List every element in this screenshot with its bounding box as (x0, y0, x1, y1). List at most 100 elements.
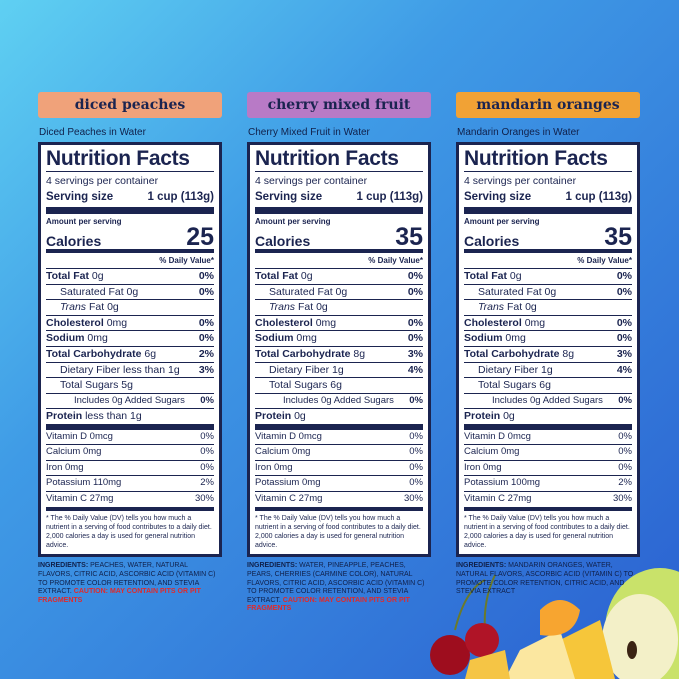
nutrient-name: Fat (506, 301, 523, 314)
nutrient-row: Total Carbohydrate 8g 3% (255, 345, 423, 362)
nutrient-name: Total Sugars (478, 379, 537, 392)
servings-per-container: 4 servings per container (464, 175, 577, 187)
daily-value-header: % Daily Value* (368, 256, 423, 265)
vitamin-row: Vitamin D 0mcg 0% (464, 430, 632, 445)
vitamin-dv: 0% (200, 430, 214, 442)
servings-per-container: 4 servings per container (255, 175, 368, 187)
nutrient-dv: 0% (198, 285, 214, 298)
vitamin-row: Iron 0mg 0% (46, 459, 214, 476)
serving-size-label: Serving size (255, 191, 323, 203)
nutrient: Total Fat 0g (255, 269, 313, 284)
nutrient-amount: 6g (539, 379, 551, 392)
vitamin-dv: 0% (200, 446, 214, 458)
vitamin: Calcium 0mg (255, 445, 310, 460)
nutrient-dv: 0% (198, 270, 214, 282)
nutrient: Trans Fat 0g (269, 300, 328, 315)
vitamin-name: Potassium (255, 477, 300, 489)
product-subtitle: Diced Peaches in Water (39, 127, 146, 138)
nutrient-amount: 6g (144, 347, 157, 360)
vitamin-amount: 27mg (507, 492, 532, 504)
nutrient: Total Sugars 5g (60, 378, 133, 393)
nutrient-row: Includes 0g Added Sugars 0% (255, 392, 423, 409)
nutrient: Protein less than 1g (46, 409, 142, 424)
nutrient-amount: 0g (335, 285, 348, 298)
label-title: Nutrition Facts (255, 147, 423, 172)
serving-size-value: 1 cup (113g) (356, 191, 423, 203)
nutrient-name: Protein (255, 410, 292, 423)
nutrient-amount: 0mg (505, 332, 526, 345)
nutrient-dv: 0% (616, 316, 632, 329)
amount-per-serving: Amount per serving (255, 217, 331, 226)
serving-size-label: Serving size (464, 191, 532, 203)
calories-label: Calories (46, 233, 102, 249)
nutrient-amount: 8g (353, 347, 366, 360)
nutrient-name: Sodium (46, 332, 85, 345)
vitamin-name: Iron (255, 461, 272, 473)
nutrient-amount: 0mg (296, 332, 317, 345)
nutrient-name: Fat (297, 301, 314, 314)
nutrient-row: Saturated Fat 0g 0% (255, 283, 423, 300)
nutrient-name: Total Carbohydrate (255, 347, 351, 360)
nutrient-amount: 0g (544, 285, 557, 298)
vitamin-amount: 0mg (483, 461, 502, 473)
ingredients-label: INGREDIENTS: (456, 562, 507, 570)
nutrient-row: Cholesterol 0mg 0% (464, 314, 632, 331)
nutrient-amount: 0mg (106, 316, 128, 329)
nutrient-row: Total Fat 0g 0% (46, 268, 214, 284)
nutrient: Total Fat 0g (464, 269, 522, 284)
nutrient-dv: 0% (198, 316, 214, 329)
vitamin-dv: 30% (403, 492, 423, 504)
nutrient: Includes 0g Added Sugars (492, 394, 603, 409)
product-badge: mandarin oranges (456, 92, 640, 118)
nutrient-row: Total Fat 0g 0% (464, 268, 632, 284)
nutrient: Dietary Fiber less than 1g (60, 363, 180, 378)
nutrient: Trans Fat 0g (60, 300, 119, 315)
ingredients: INGREDIENTS: WATER, PINEAPPLE, PEACHES, … (247, 562, 431, 614)
nutrient-amount: 6g (330, 379, 342, 392)
vitamins: Vitamin D 0mcg 0% Calcium 0mg 0% Iron 0mg 0% P… (255, 430, 423, 507)
vitamin-amount: 0mcg (298, 430, 322, 442)
nutrient-amount: 5g (121, 379, 133, 392)
nutrient-name: Dietary Fiber (60, 363, 121, 376)
peach (540, 600, 580, 636)
nutrition-label: Nutrition Facts 4 servings per container S… (247, 142, 431, 558)
vitamin-name: Iron (464, 461, 481, 473)
nutrient-dv: 0% (407, 285, 423, 298)
product-subtitle: Cherry Mixed Fruit in Water (248, 127, 370, 138)
nutrient-name: Dietary Fiber (478, 363, 539, 376)
vitamin-dv: 0% (409, 461, 423, 473)
vitamin: Vitamin D 0mcg (46, 430, 113, 445)
nutrient-dv: 4% (616, 363, 632, 376)
vitamin: Vitamin C 27mg (46, 492, 113, 507)
nutrient: Includes 0g Added Sugars (283, 394, 394, 409)
nutrient-name: Protein (46, 410, 83, 423)
calories-label: Calories (464, 233, 520, 249)
nutrient-row: Total Sugars 6g (255, 377, 423, 393)
nutrient-row: Total Carbohydrate 8g 3% (464, 345, 632, 362)
pear-chunk (505, 630, 575, 679)
vitamin-amount: 0mg (291, 446, 311, 458)
vitamin: Vitamin D 0mcg (464, 430, 531, 445)
nutrient-amount: less than 1g (85, 410, 142, 423)
calories-value: 35 (395, 223, 423, 251)
vitamin-dv: 2% (618, 477, 632, 489)
calories-value: 25 (186, 223, 214, 251)
pear-flesh (602, 594, 678, 679)
serving-size-label: Serving size (46, 191, 114, 203)
nutrient-dv: 0% (409, 394, 423, 406)
vitamin-amount: 27mg (298, 492, 323, 504)
serving-size: Serving size 1 cup (113g) (464, 189, 632, 214)
nutrient-row: Trans Fat 0g (464, 299, 632, 315)
nutrient-amount: 0g (525, 301, 537, 314)
vitamin-row: Vitamin D 0mcg 0% (46, 430, 214, 445)
label-title: Nutrition Facts (464, 147, 632, 172)
product-panel: mandarin oranges Mandarin Oranges in Wate… (456, 92, 640, 597)
ingredients: INGREDIENTS: PEACHES, WATER, NATURAL FLA… (38, 562, 222, 605)
vitamin: Iron 0mg (255, 461, 293, 476)
vitamin-row: Vitamin D 0mcg 0% (255, 430, 423, 445)
vitamin-amount: 0mg (500, 446, 520, 458)
vitamin-row: Vitamin C 27mg 30% (255, 490, 423, 507)
footnote: * The % Daily Value (DV) tells you how m… (464, 507, 632, 550)
vitamin-name: Iron (46, 461, 63, 473)
